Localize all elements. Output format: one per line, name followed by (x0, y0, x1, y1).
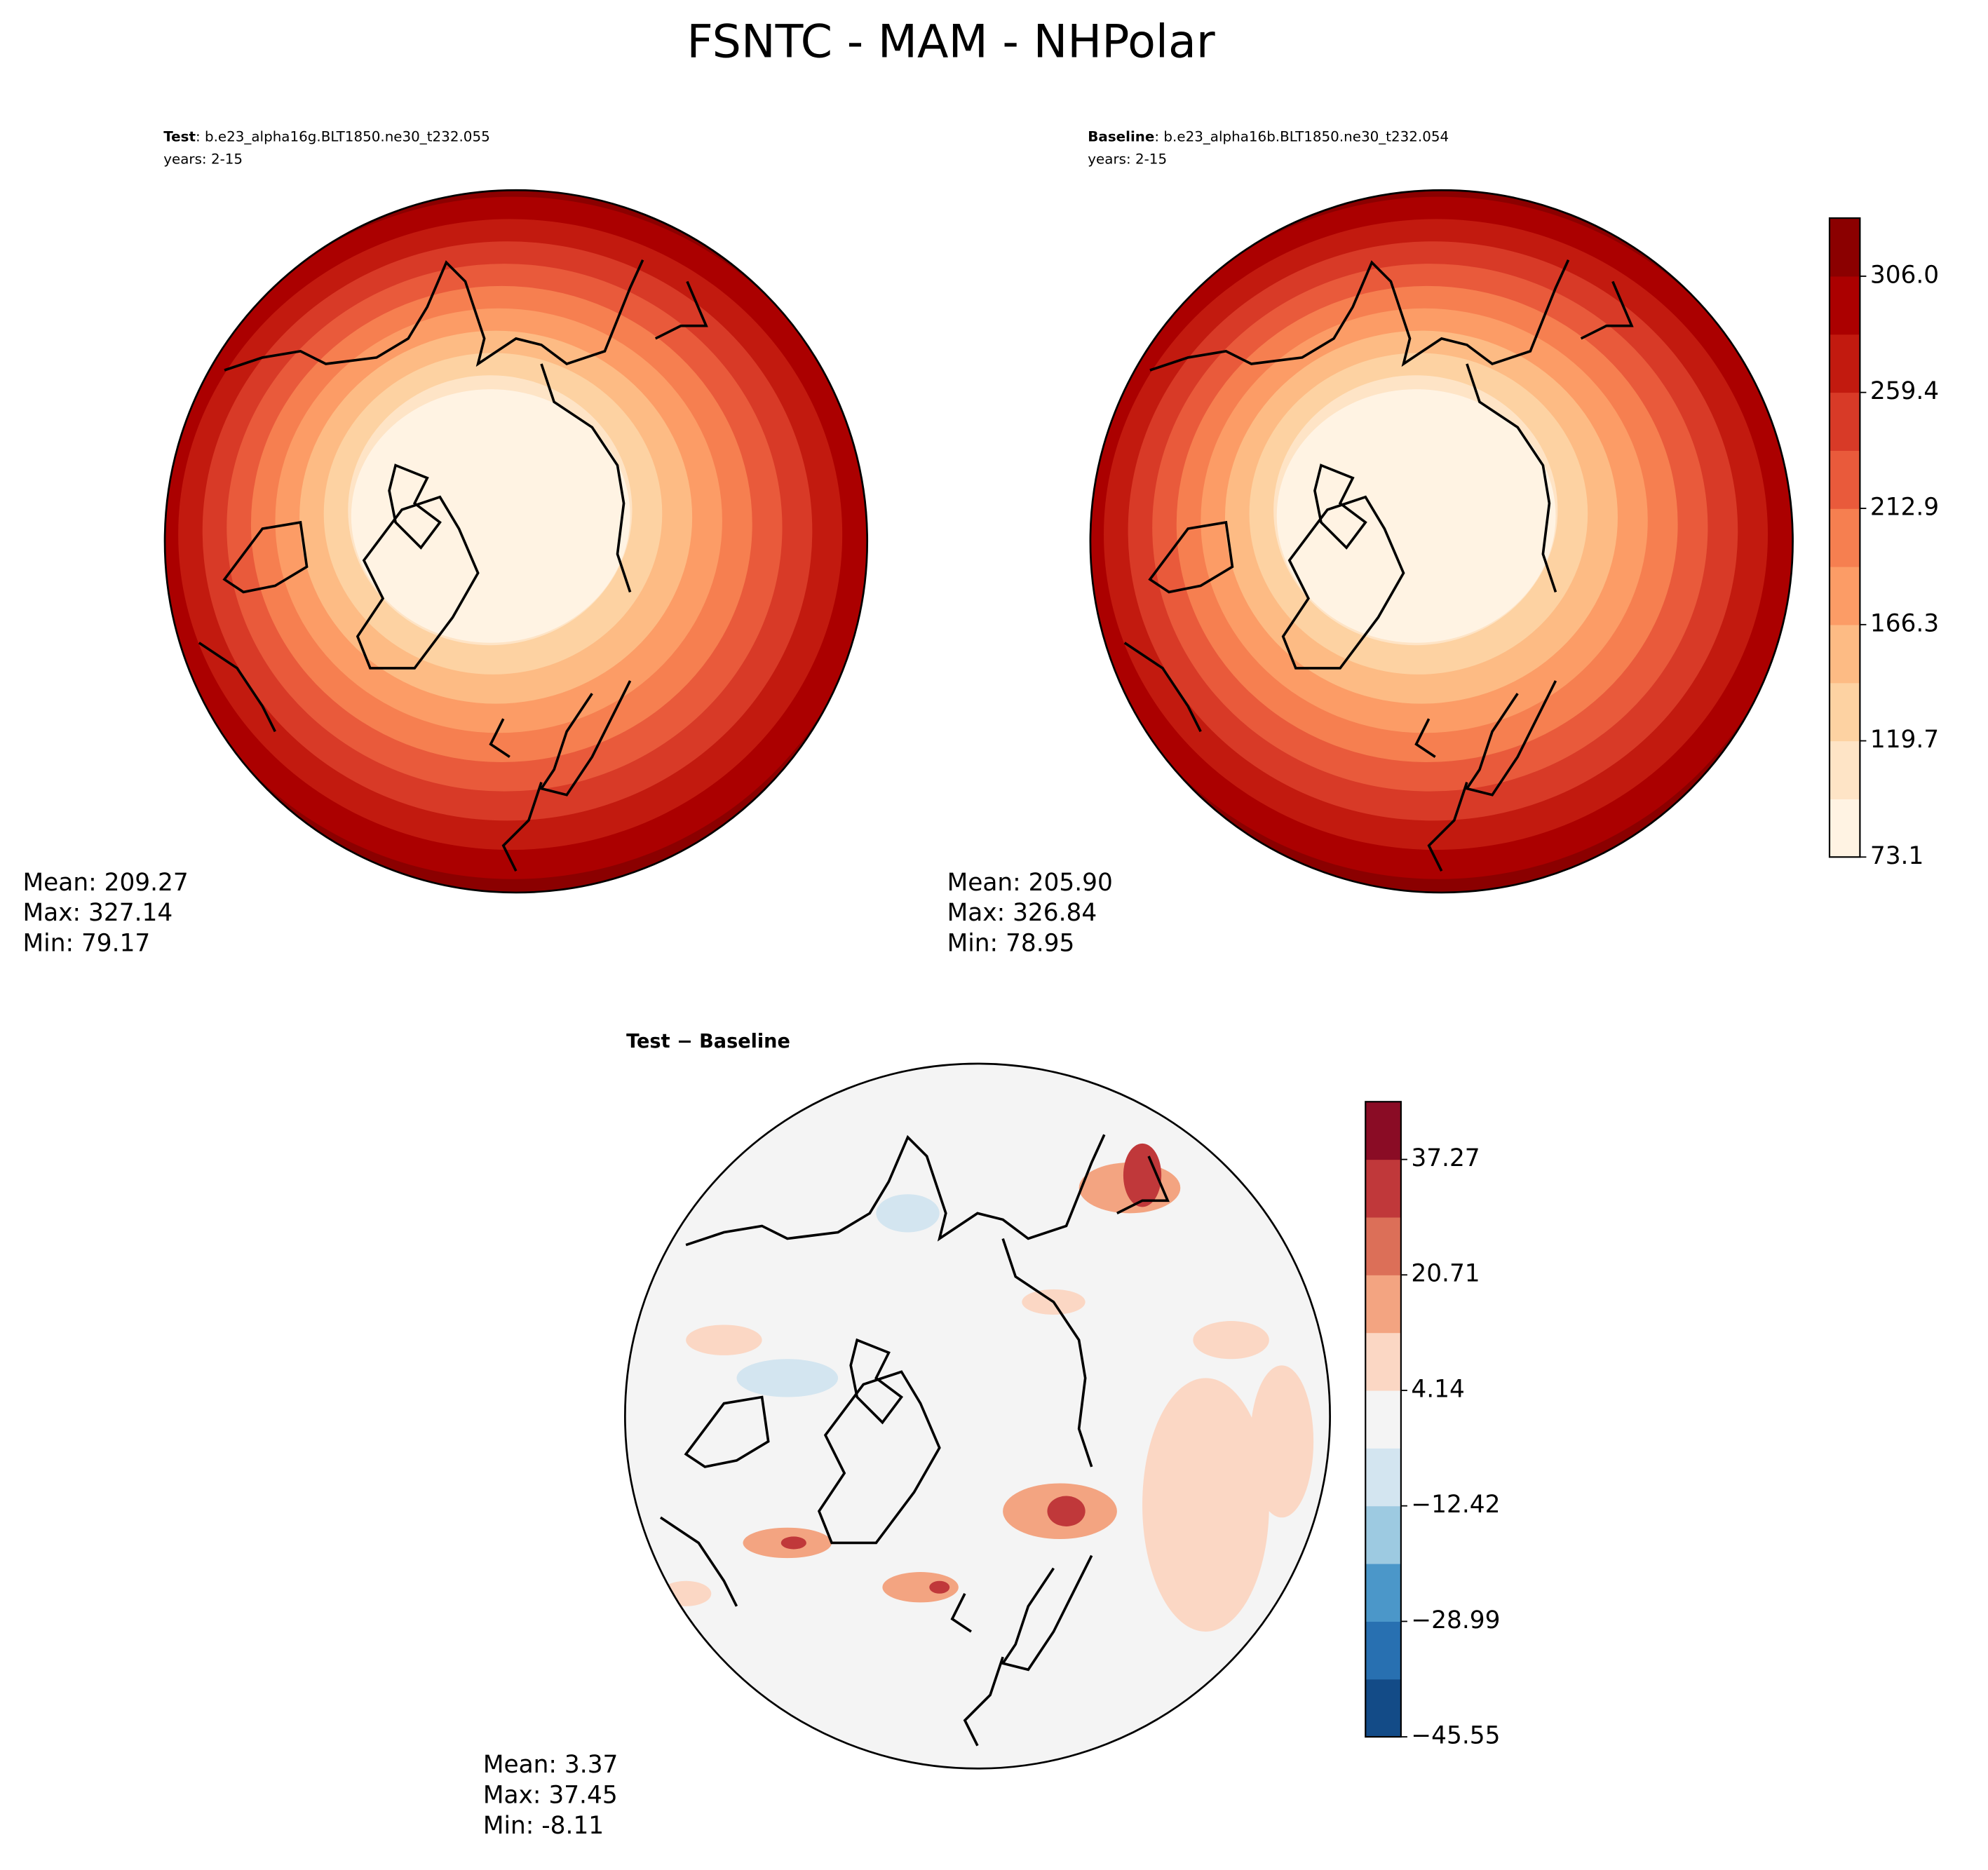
anomaly (1123, 1143, 1162, 1207)
anomaly (876, 1194, 940, 1233)
colorbar-tick-label: 166.3 (1870, 609, 1939, 637)
anomaly (780, 1536, 806, 1550)
colorbar-tick-label: 259.4 (1870, 377, 1939, 405)
colorbar-band (1829, 276, 1860, 335)
case-name: : b.e23_alpha16b.BLT1850.ne30_t232.054 (1154, 128, 1449, 144)
map (165, 190, 867, 893)
colorbar-tick-label: −45.55 (1411, 1722, 1500, 1750)
years: years: 2-15 (163, 151, 243, 167)
colorbar-band (1365, 1679, 1401, 1737)
title-name: Baseline (1088, 128, 1154, 144)
colorbar-tick-label: 212.9 (1870, 494, 1939, 522)
colorbar-band (1365, 1102, 1401, 1160)
colorbar-tick-label: 4.14 (1411, 1376, 1464, 1404)
colorbar-band (1829, 392, 1860, 451)
colorbar-band (1829, 740, 1860, 800)
colorbar-band (1829, 682, 1860, 742)
colorbar-tick-label: 73.1 (1870, 842, 1923, 870)
map (1090, 190, 1793, 893)
colorbar-band (1365, 1159, 1401, 1218)
colorbar-band (1365, 1390, 1401, 1449)
stat: Min: -8.11 (483, 1812, 604, 1840)
map-border (1089, 189, 1794, 894)
contour-band (1276, 389, 1556, 643)
anomaly (882, 1572, 959, 1603)
colorbar-band (1365, 1448, 1401, 1507)
anomaly (1047, 1496, 1086, 1526)
colorbar-frame (1828, 217, 1861, 858)
contour-band (351, 389, 630, 643)
colorbar-tick-label: 306.0 (1870, 261, 1939, 289)
colorbar-tick-label: 20.71 (1411, 1260, 1480, 1288)
stat: Max: 37.45 (483, 1782, 618, 1810)
anomaly (1250, 1365, 1314, 1518)
figure-title: FSNTC - MAM - NHPolar (687, 15, 1215, 68)
subplot-title: Baseline: b.e23_alpha16b.BLT1850.ne30_t2… (1088, 128, 1449, 144)
colorbar-band (1365, 1564, 1401, 1622)
stat: Mean: 205.90 (947, 869, 1113, 897)
stat: Mean: 3.37 (483, 1751, 618, 1779)
colorbar-frame (1365, 1101, 1402, 1738)
anomaly (1193, 1321, 1269, 1360)
anomaly (1142, 1378, 1269, 1632)
colorbar-band (1829, 508, 1860, 567)
stat: Max: 327.14 (23, 899, 173, 927)
colorbar-tick-label: −12.42 (1411, 1491, 1500, 1519)
stat: Min: 78.95 (947, 930, 1075, 958)
colorbar-tick-label: 119.7 (1870, 726, 1939, 754)
colorbar-band (1829, 799, 1860, 858)
colorbar-band (1829, 218, 1860, 277)
colorbar-band (1829, 334, 1860, 393)
anomaly (686, 1324, 762, 1355)
subplot-title: Test − Baseline (626, 1031, 790, 1052)
colorbar-tick-label: 37.27 (1411, 1144, 1480, 1172)
colorbar-band (1365, 1275, 1401, 1334)
colorbar-band (1365, 1332, 1401, 1391)
colorbar-band (1829, 567, 1860, 625)
map-border (624, 1062, 1331, 1770)
colorbar-band (1829, 450, 1860, 509)
anomaly (736, 1359, 839, 1397)
colorbar-band (1829, 624, 1860, 684)
colorbar-band (1365, 1505, 1401, 1564)
anomaly (929, 1580, 950, 1594)
stat: Max: 326.84 (947, 899, 1097, 927)
title-name: Test (163, 128, 196, 144)
stat: Min: 79.17 (23, 930, 151, 958)
colorbar-band (1365, 1621, 1401, 1680)
subplot-title: Test: b.e23_alpha16g.BLT1850.ne30_t232.0… (163, 128, 489, 144)
colorbar-tick-label: −28.99 (1411, 1606, 1500, 1634)
years: years: 2-15 (1088, 151, 1167, 167)
stat: Mean: 209.27 (23, 869, 189, 897)
map-background (625, 1064, 1330, 1769)
map (625, 1064, 1330, 1769)
case-name: : b.e23_alpha16g.BLT1850.ne30_t232.055 (196, 128, 490, 144)
colorbar-band (1365, 1217, 1401, 1275)
map-border (163, 189, 869, 894)
